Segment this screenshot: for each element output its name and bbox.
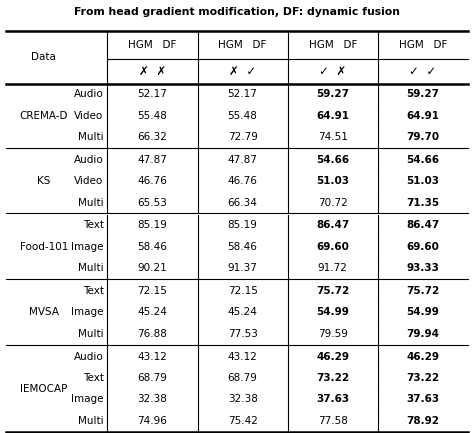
Text: 52.17: 52.17 [228, 89, 257, 99]
Text: 71.35: 71.35 [406, 198, 439, 208]
Text: 51.03: 51.03 [406, 176, 439, 186]
Text: 46.29: 46.29 [316, 352, 349, 362]
Text: Multi: Multi [78, 263, 104, 273]
Text: Multi: Multi [78, 416, 104, 426]
Text: 79.70: 79.70 [406, 132, 439, 142]
Text: 76.88: 76.88 [137, 329, 167, 339]
Text: ✓  ✓: ✓ ✓ [409, 65, 437, 78]
Text: Multi: Multi [78, 132, 104, 142]
Text: Video: Video [74, 176, 104, 186]
Text: 78.92: 78.92 [406, 416, 439, 426]
Text: 77.53: 77.53 [228, 329, 257, 339]
Text: 72.79: 72.79 [228, 132, 257, 142]
Text: Multi: Multi [78, 198, 104, 208]
Text: 91.37: 91.37 [228, 263, 257, 273]
Text: 46.29: 46.29 [406, 352, 439, 362]
Text: 85.19: 85.19 [228, 220, 257, 230]
Text: 37.63: 37.63 [406, 394, 439, 404]
Text: 93.33: 93.33 [406, 263, 439, 273]
Text: 43.12: 43.12 [137, 352, 167, 362]
Text: 66.32: 66.32 [137, 132, 167, 142]
Text: 86.47: 86.47 [316, 220, 349, 230]
Text: Text: Text [82, 286, 104, 296]
Text: 58.46: 58.46 [228, 242, 257, 252]
Text: 75.72: 75.72 [316, 286, 349, 296]
Text: Video: Video [74, 111, 104, 121]
Text: ✓  ✗: ✓ ✗ [319, 65, 346, 78]
Text: Audio: Audio [74, 352, 104, 362]
Text: Audio: Audio [74, 89, 104, 99]
Text: 75.42: 75.42 [228, 416, 257, 426]
Text: 54.66: 54.66 [406, 155, 439, 165]
Text: 47.87: 47.87 [228, 155, 257, 165]
Text: 32.38: 32.38 [137, 394, 167, 404]
Text: 54.99: 54.99 [406, 307, 439, 317]
Text: 47.87: 47.87 [137, 155, 167, 165]
Text: 54.66: 54.66 [316, 155, 349, 165]
Text: 86.47: 86.47 [406, 220, 439, 230]
Text: KS: KS [37, 176, 51, 186]
Text: 55.48: 55.48 [228, 111, 257, 121]
Text: 68.79: 68.79 [228, 373, 257, 383]
Text: HGM   DF: HGM DF [399, 40, 447, 50]
Text: 58.46: 58.46 [137, 242, 167, 252]
Text: Data: Data [31, 52, 56, 62]
Text: HGM   DF: HGM DF [309, 40, 357, 50]
Text: Image: Image [71, 242, 104, 252]
Text: IEMOCAP: IEMOCAP [20, 384, 67, 394]
Text: 69.60: 69.60 [316, 242, 349, 252]
Text: CREMA-D: CREMA-D [19, 111, 68, 121]
Text: Image: Image [71, 394, 104, 404]
Text: 65.53: 65.53 [137, 198, 167, 208]
Text: 37.63: 37.63 [316, 394, 349, 404]
Text: 72.15: 72.15 [137, 286, 167, 296]
Text: 77.58: 77.58 [318, 416, 347, 426]
Text: 74.96: 74.96 [137, 416, 167, 426]
Text: 45.24: 45.24 [137, 307, 167, 317]
Text: 70.72: 70.72 [318, 198, 347, 208]
Text: 91.72: 91.72 [318, 263, 347, 273]
Text: 59.27: 59.27 [316, 89, 349, 99]
Text: 43.12: 43.12 [228, 352, 257, 362]
Text: ✗  ✓: ✗ ✓ [229, 65, 256, 78]
Text: 66.34: 66.34 [228, 198, 257, 208]
Text: 74.51: 74.51 [318, 132, 347, 142]
Text: 52.17: 52.17 [137, 89, 167, 99]
Text: 73.22: 73.22 [316, 373, 349, 383]
Text: 85.19: 85.19 [137, 220, 167, 230]
Text: 90.21: 90.21 [137, 263, 167, 273]
Text: Multi: Multi [78, 329, 104, 339]
Text: From head gradient modification, DF: dynamic fusion: From head gradient modification, DF: dyn… [74, 7, 400, 17]
Text: 59.27: 59.27 [406, 89, 439, 99]
Text: 46.76: 46.76 [228, 176, 257, 186]
Text: 64.91: 64.91 [316, 111, 349, 121]
Text: Text: Text [82, 220, 104, 230]
Text: 45.24: 45.24 [228, 307, 257, 317]
Text: HGM   DF: HGM DF [128, 40, 177, 50]
Text: 75.72: 75.72 [406, 286, 439, 296]
Text: 68.79: 68.79 [137, 373, 167, 383]
Text: ✗  ✗: ✗ ✗ [139, 65, 166, 78]
Text: 54.99: 54.99 [316, 307, 349, 317]
Text: 69.60: 69.60 [406, 242, 439, 252]
Text: Image: Image [71, 307, 104, 317]
Text: MVSA: MVSA [29, 307, 59, 317]
Text: HGM   DF: HGM DF [219, 40, 267, 50]
Text: 51.03: 51.03 [316, 176, 349, 186]
Text: 73.22: 73.22 [406, 373, 439, 383]
Text: 79.94: 79.94 [406, 329, 439, 339]
Text: 46.76: 46.76 [137, 176, 167, 186]
Text: 79.59: 79.59 [318, 329, 347, 339]
Text: Food-101: Food-101 [19, 242, 68, 252]
Text: 32.38: 32.38 [228, 394, 257, 404]
Text: Text: Text [82, 373, 104, 383]
Text: 55.48: 55.48 [137, 111, 167, 121]
Text: Audio: Audio [74, 155, 104, 165]
Text: 64.91: 64.91 [406, 111, 439, 121]
Text: 72.15: 72.15 [228, 286, 257, 296]
